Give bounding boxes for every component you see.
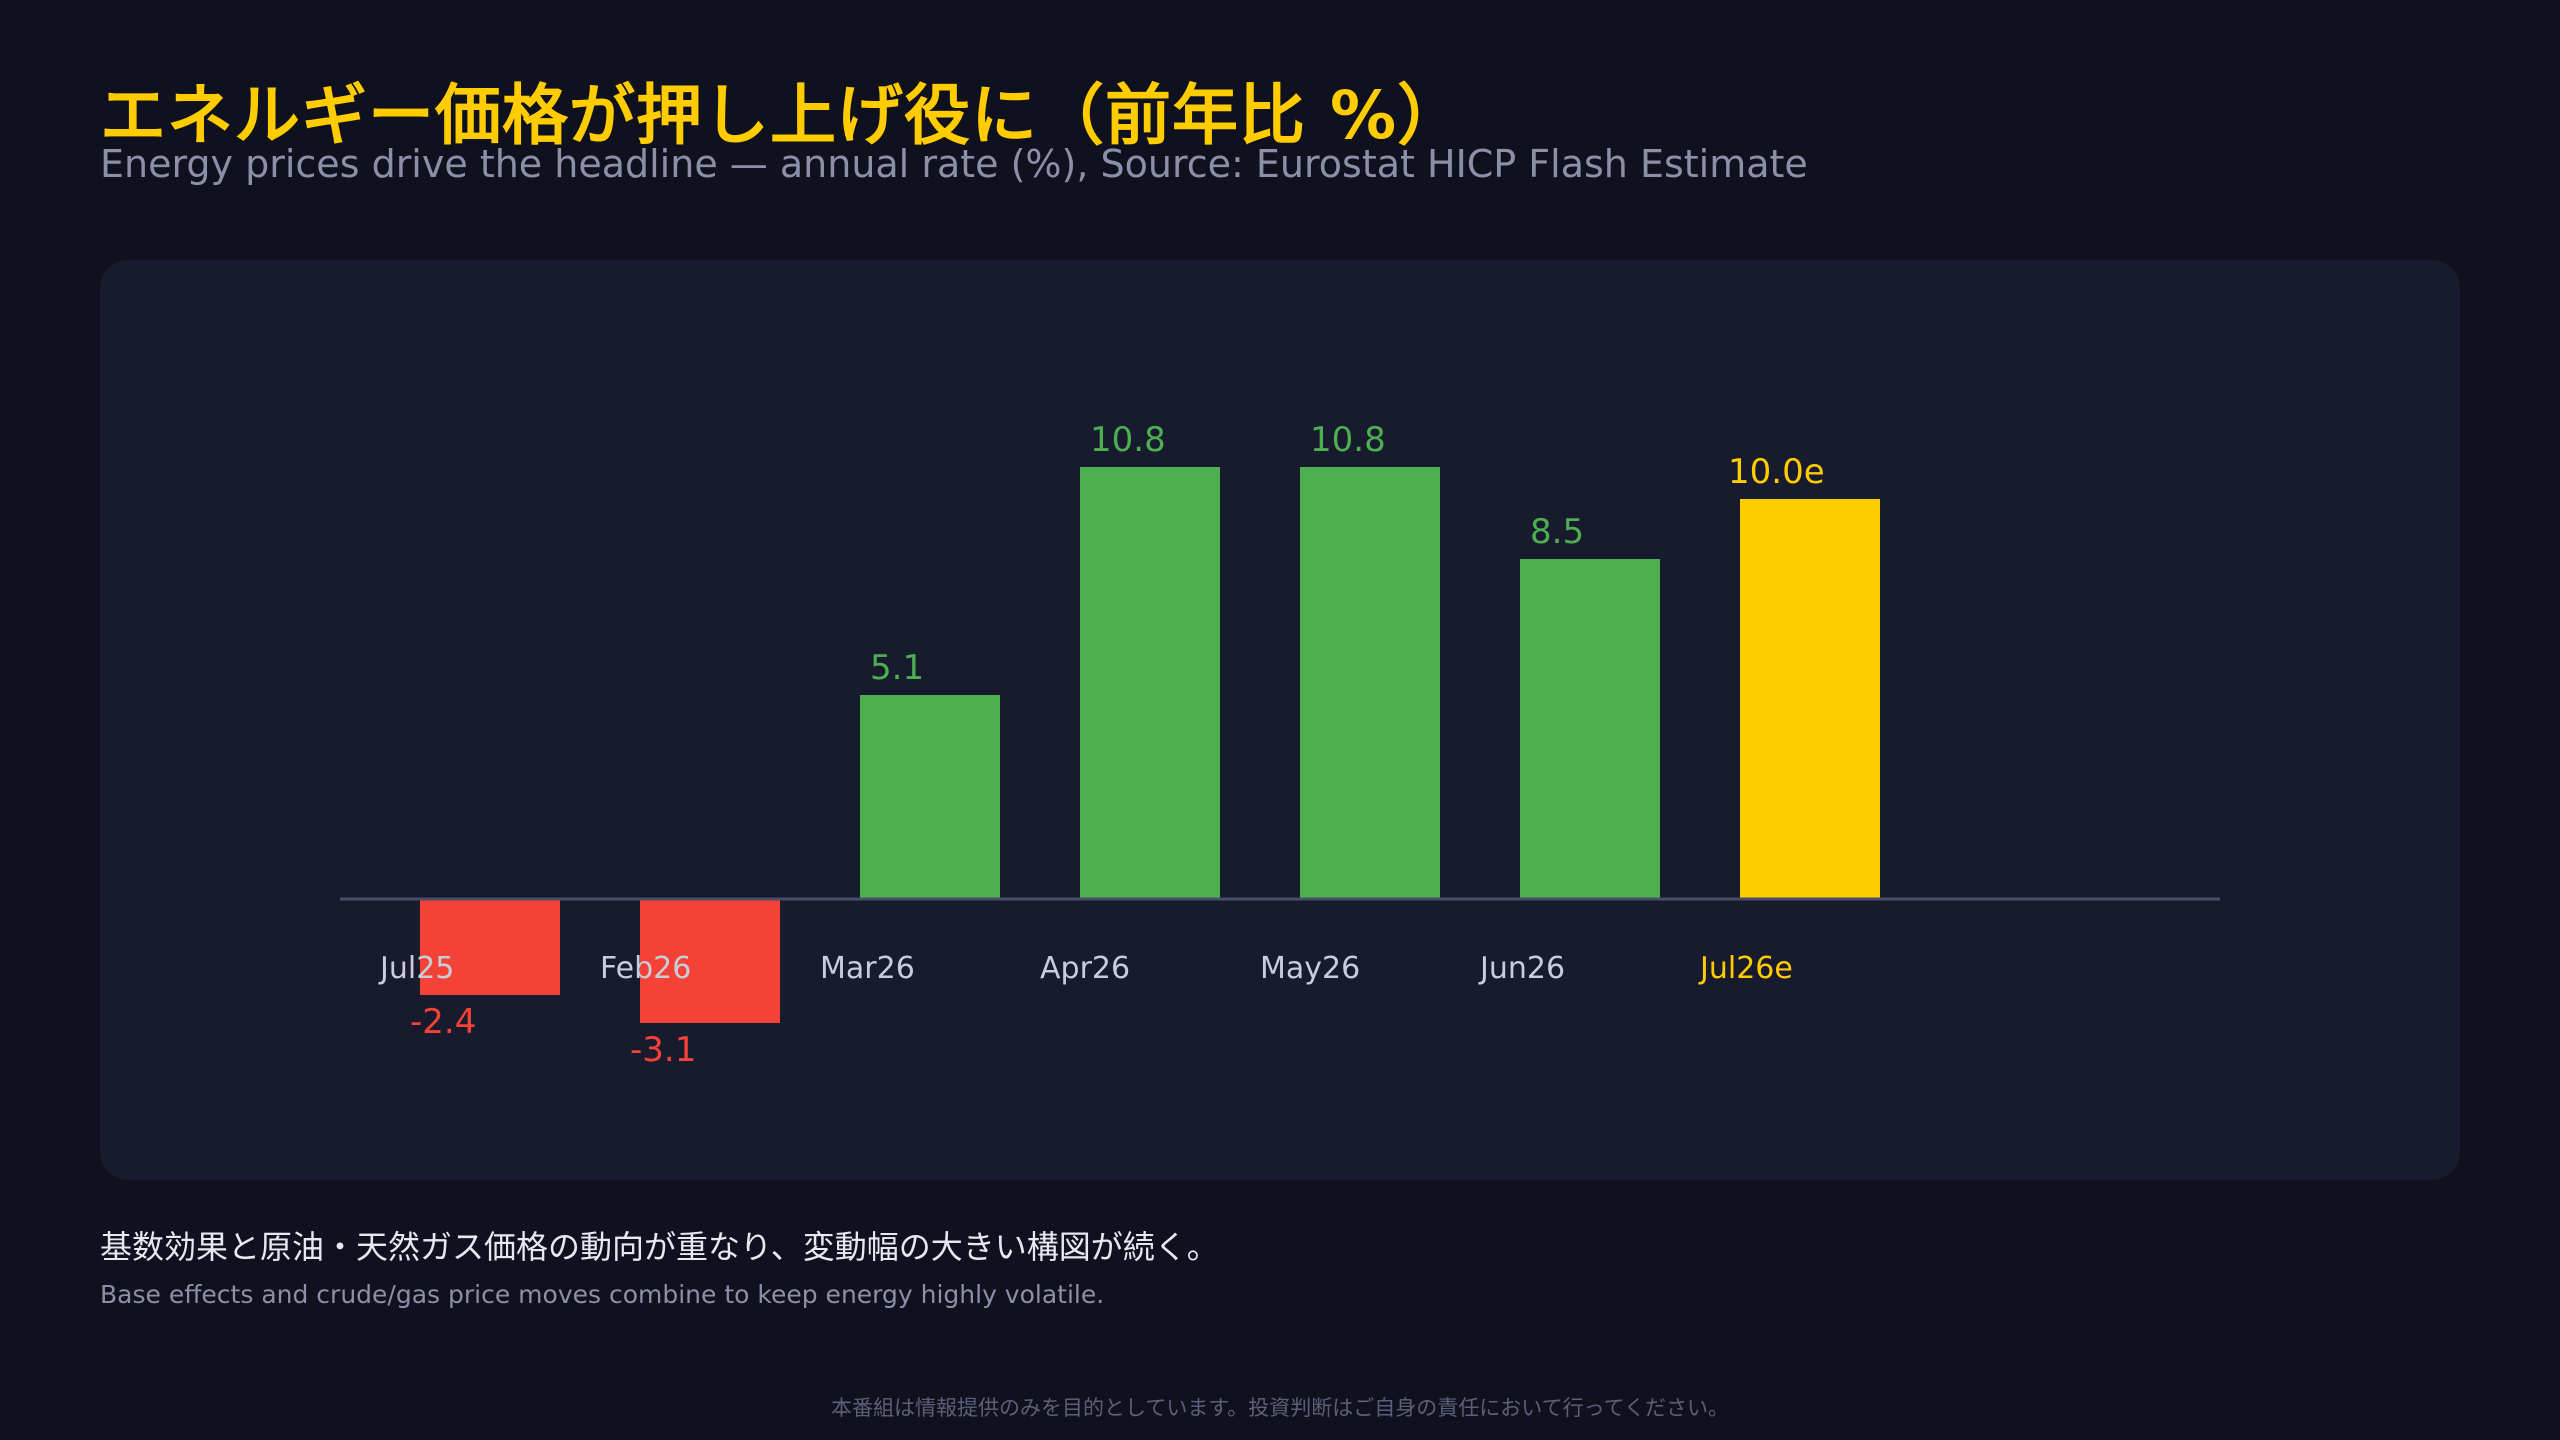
page-subtitle: Energy prices drive the headline — annua… <box>100 142 1808 186</box>
bar-chart: -2.4 Jul25 -3.1 Feb26 5.1 Mar26 10.8 Apr26 10.8 M… <box>100 260 2460 1180</box>
value-label-apr26: 10.8 <box>1090 420 1166 460</box>
value-label-may26: 10.8 <box>1310 420 1386 460</box>
value-label-jul26e: 10.0e <box>1728 452 1825 492</box>
value-label-feb26: -3.1 <box>630 1030 696 1070</box>
bar-jun26 <box>1520 559 1660 899</box>
category-label-apr26: Apr26 <box>1040 951 1130 986</box>
bar-apr26 <box>1080 467 1220 899</box>
value-label-mar26: 5.1 <box>870 648 924 688</box>
disclaimer: 本番組は情報提供のみを目的としています。投資判断はご自身の責任において行ってくだ… <box>0 1392 2560 1422</box>
bar-mar26 <box>860 695 1000 899</box>
category-label-jul25: Jul25 <box>378 951 454 986</box>
value-label-jul25: -2.4 <box>410 1002 476 1042</box>
note-japanese: 基数効果と原油・天然ガス価格の動向が重なり、変動幅の大きい構図が続く。 <box>100 1222 1219 1268</box>
category-label-feb26: Feb26 <box>600 951 691 986</box>
note-english: Base effects and crude/gas price moves c… <box>100 1280 1104 1309</box>
chart-card: -2.4 Jul25 -3.1 Feb26 5.1 Mar26 10.8 Apr26 10.8 M… <box>100 260 2460 1180</box>
category-label-jun26: Jun26 <box>1478 951 1565 986</box>
bar-jul26e <box>1740 499 1880 899</box>
value-label-jun26: 8.5 <box>1530 512 1584 552</box>
category-label-mar26: Mar26 <box>820 951 915 986</box>
category-label-jul26e: Jul26e <box>1698 951 1793 986</box>
category-label-may26: May26 <box>1260 951 1360 986</box>
bar-may26 <box>1300 467 1440 899</box>
